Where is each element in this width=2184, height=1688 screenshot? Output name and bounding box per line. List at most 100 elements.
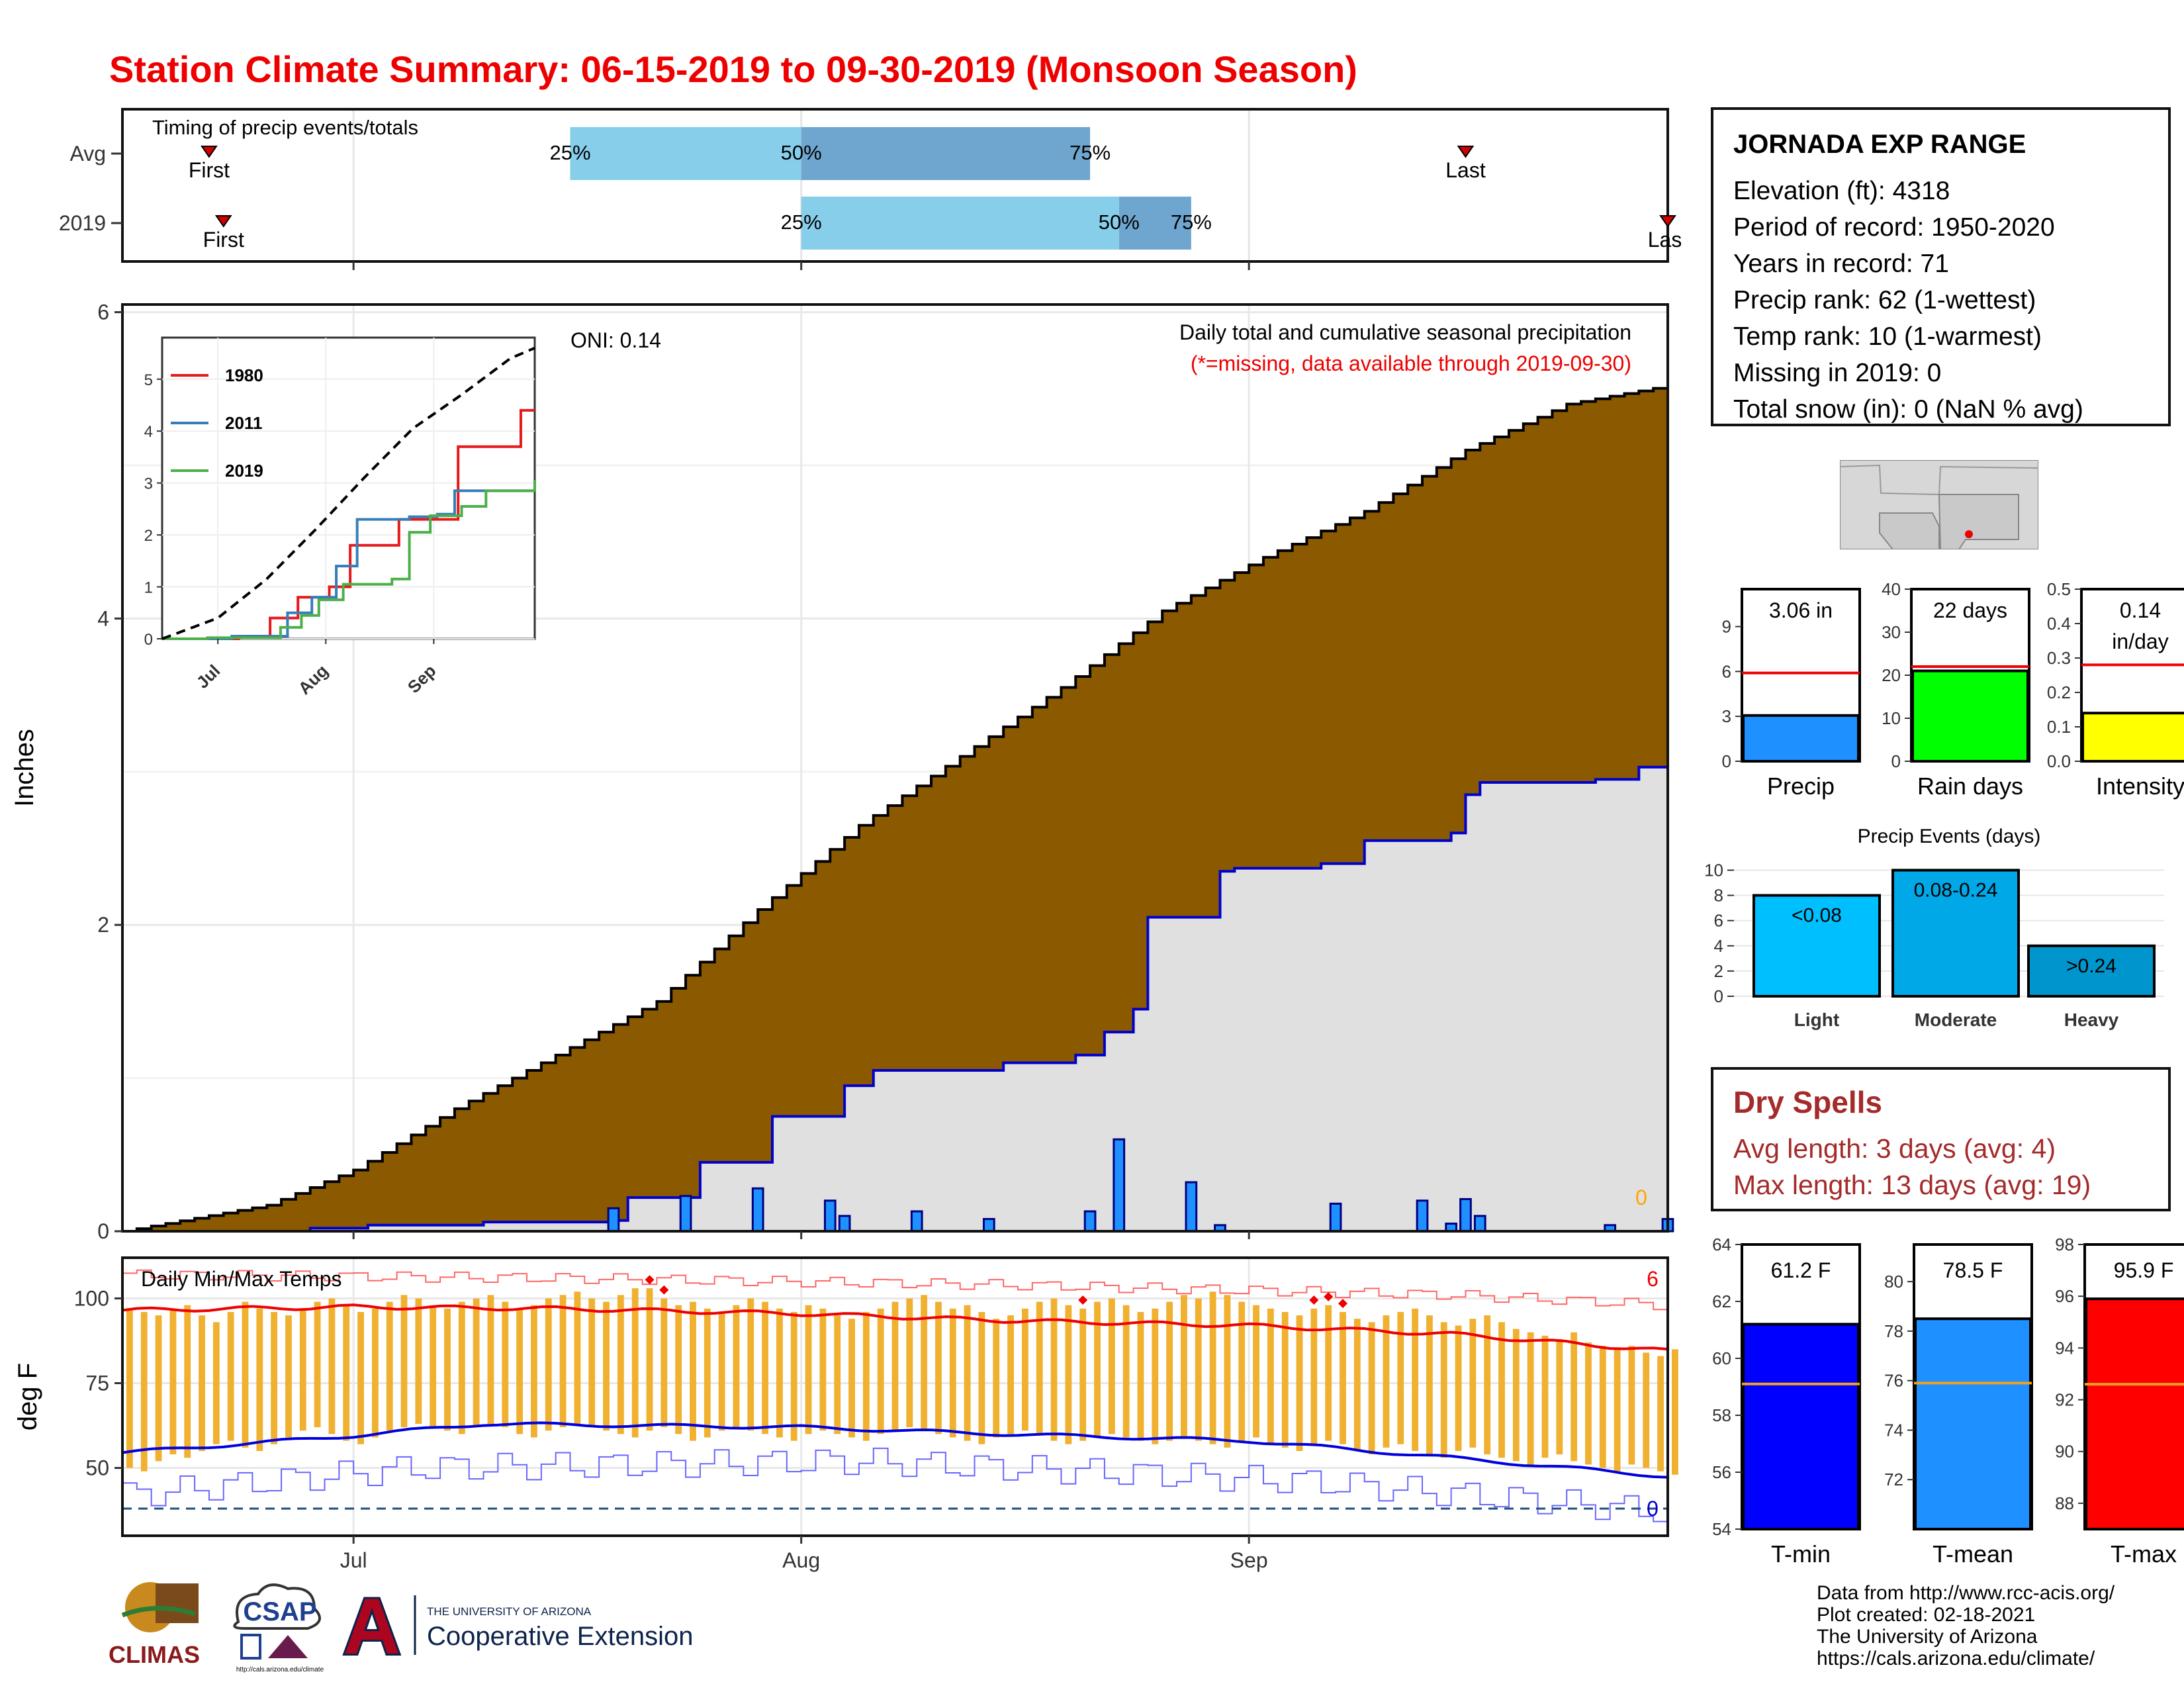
mini-bar-label: Intensity bbox=[2096, 773, 2184, 800]
daily-temp-bar-59 bbox=[978, 1311, 985, 1444]
timing-first-marker bbox=[214, 215, 232, 228]
daily-temp-bar-49 bbox=[834, 1315, 841, 1434]
daily-precip-bar-15 bbox=[1473, 1215, 1486, 1233]
inset-legend-label: 2011 bbox=[225, 413, 262, 433]
timing-last-label: Last bbox=[1445, 158, 1486, 182]
daily-temp-bar-91 bbox=[1440, 1322, 1447, 1458]
csap-logo: CSAP http://cals.arizona.edu/climate bbox=[233, 1583, 324, 1673]
temp-xtick-label: Jul bbox=[340, 1548, 367, 1572]
csap-logo-url: http://cals.arizona.edu/climate bbox=[236, 1666, 324, 1673]
temp-bar-t-min: 54 56 58 60 62 64 61.2 F T-min bbox=[1712, 1235, 1861, 1568]
events-ytick-label: 6 bbox=[1714, 911, 1723, 931]
daily-temp-bar-1 bbox=[140, 1311, 148, 1472]
events-bar-label: Heavy bbox=[2064, 1009, 2119, 1030]
daily-temp-bar-53 bbox=[891, 1301, 899, 1431]
daily-temp-bar-90 bbox=[1426, 1315, 1433, 1455]
mini-bar-label: Precip bbox=[1767, 773, 1835, 800]
events-bar-value-label: >0.24 bbox=[2066, 955, 2116, 977]
daily-temp-bar-70 bbox=[1137, 1311, 1144, 1441]
daily-temp-bar-107 bbox=[1672, 1349, 1678, 1475]
dry-spells-header: Dry Spells bbox=[1733, 1085, 1882, 1119]
timing-title: Timing of precip events/totals bbox=[152, 116, 418, 139]
timing-p75-label: 75% bbox=[1069, 141, 1111, 164]
daily-temp-bar-51 bbox=[862, 1311, 870, 1441]
credits: Data from http://www.rcc-acis.org/ Plot … bbox=[1817, 1582, 2115, 1669]
temp-bar-ytick-label: 96 bbox=[2055, 1286, 2074, 1306]
daily-temp-bar-105 bbox=[1643, 1352, 1650, 1468]
daily-temp-bar-72 bbox=[1166, 1301, 1173, 1441]
temp-bar-label: T-mean bbox=[1933, 1540, 2013, 1568]
daily-temp-bar-19 bbox=[400, 1295, 408, 1428]
daily-precip-bar-0 bbox=[607, 1207, 620, 1233]
daily-temp-bar-75 bbox=[1209, 1291, 1216, 1444]
temp-bar-ytick-label: 56 bbox=[1712, 1462, 1731, 1482]
mini-bar-ytick-label: 0 bbox=[1891, 751, 1901, 771]
precip-events-chart: Precip Events (days) 0 2 4 6 8 10 <0.08 Light 0.0… bbox=[1704, 825, 2164, 1030]
dry-spells-box: Dry Spells Avg length: 3 days (avg: 4) M… bbox=[1711, 1067, 2171, 1211]
station-elevation: Elevation (ft): 4318 bbox=[1733, 177, 1950, 205]
daily-temp-bar-104 bbox=[1628, 1346, 1635, 1465]
record-high-count: 6 bbox=[1647, 1267, 1659, 1291]
mini-bar-ytick-label: 6 bbox=[1722, 661, 1731, 681]
daily-temp-bar-46 bbox=[790, 1311, 797, 1441]
main-ytick-label: 0 bbox=[97, 1219, 109, 1243]
mini-bar-ytick-label: 20 bbox=[1882, 665, 1901, 685]
daily-temp-bar-21 bbox=[430, 1305, 437, 1428]
temp-bar-value-label: 78.5 F bbox=[1943, 1258, 2003, 1282]
seasonal-temp-bars: 54 56 58 60 62 64 61.2 F T-min 72 74 76 78 80 78.5 F T… bbox=[1712, 1235, 2184, 1568]
station-period: Period of record: 1950-2020 bbox=[1733, 213, 2055, 242]
temp-ytick-label: 75 bbox=[85, 1372, 109, 1395]
daily-temp-bar-68 bbox=[1108, 1298, 1115, 1434]
daily-temp-bar-39 bbox=[690, 1301, 696, 1441]
temp-ytick-label: 100 bbox=[74, 1286, 109, 1310]
daily-temp-bar-13 bbox=[314, 1301, 321, 1428]
record-high-marker-2 bbox=[1078, 1295, 1088, 1305]
events-bar-rect bbox=[2027, 944, 2156, 998]
events-title: Precip Events (days) bbox=[1858, 825, 2041, 847]
daily-temp-bar-56 bbox=[935, 1301, 942, 1434]
main-frame bbox=[121, 303, 1669, 1233]
timing-p50-label: 50% bbox=[1099, 211, 1140, 234]
record-high-marker-3 bbox=[1309, 1295, 1319, 1305]
daily-temp-bar-54 bbox=[906, 1298, 913, 1428]
page-title: Station Climate Summary: 06-15-2019 to 0… bbox=[109, 48, 1357, 90]
timing-bar-25-50 bbox=[801, 197, 1119, 250]
daily-temp-bar-3 bbox=[169, 1308, 177, 1455]
seasonal-summary-bars: 0 3 6 9 3.06 in Precip 0 10 20 30 40 22 days Rain da… bbox=[1722, 579, 2184, 800]
timing-row-label: 2019 bbox=[59, 211, 106, 235]
temp-bar-ytick-label: 80 bbox=[1884, 1272, 1903, 1291]
station-temp-rank: Temp rank: 10 (1-warmest) bbox=[1733, 322, 2042, 351]
daily-precip-bar-14 bbox=[1459, 1197, 1472, 1233]
daily-temp-bar-37 bbox=[660, 1298, 668, 1428]
climas-logo: CLIMAS bbox=[109, 1582, 200, 1668]
daily-temp-bar-73 bbox=[1181, 1295, 1187, 1438]
inset-ytick-label: 2 bbox=[144, 527, 153, 545]
temp-bar-t-max: 88 90 92 94 96 98 95.9 F T-max bbox=[2055, 1235, 2184, 1568]
daily-precip-bar-1 bbox=[679, 1195, 692, 1233]
dry-spells-max: Max length: 13 days (avg: 19) bbox=[1733, 1170, 2091, 1200]
avg-cumulative-line bbox=[122, 385, 1669, 1233]
daily-precip-bar-11 bbox=[1329, 1202, 1342, 1233]
mini-bar-value bbox=[1742, 714, 1860, 763]
temp-frame bbox=[121, 1256, 1669, 1537]
daily-temp-bar-65 bbox=[1065, 1305, 1072, 1444]
temp-bar-ytick-label: 78 bbox=[1884, 1321, 1903, 1341]
daily-temp-bar-67 bbox=[1094, 1301, 1101, 1438]
timing-bar-25-50 bbox=[570, 127, 801, 180]
main-ytick-label: 2 bbox=[97, 913, 109, 937]
daily-temp-bar-30 bbox=[559, 1295, 567, 1428]
timing-p50-label: 50% bbox=[781, 141, 822, 164]
events-bar-moderate: 0.08-0.24 Moderate bbox=[1891, 868, 2020, 1030]
events-bar-value-label: <0.08 bbox=[1792, 905, 1842, 927]
events-bar-heavy: >0.24 Heavy bbox=[2027, 944, 2156, 1030]
temperature-chart: 50 75 100 Jul Aug Sep Daily Min/Max Temps deg F… bbox=[13, 1256, 1678, 1572]
daily-temp-bar-103 bbox=[1614, 1349, 1621, 1472]
daily-temp-bar-15 bbox=[343, 1305, 350, 1441]
daily-temp-bar-99 bbox=[1556, 1338, 1563, 1455]
daily-precip-bar-6 bbox=[982, 1217, 995, 1233]
daily-temp-bar-4 bbox=[184, 1305, 191, 1458]
ua-logo-top-text: THE UNIVERSITY OF ARIZONA bbox=[427, 1605, 592, 1618]
daily-precip-bar-4 bbox=[838, 1215, 851, 1233]
timing-first-label: First bbox=[203, 228, 244, 252]
climas-logo-text: CLIMAS bbox=[109, 1641, 200, 1668]
